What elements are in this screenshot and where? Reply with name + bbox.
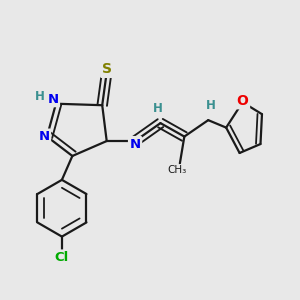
- Text: H: H: [34, 90, 44, 103]
- Text: N: N: [130, 137, 141, 151]
- Text: Cl: Cl: [55, 251, 69, 264]
- Text: O: O: [237, 94, 248, 108]
- Text: N: N: [47, 93, 58, 106]
- Text: S: S: [102, 62, 112, 76]
- Text: CH₃: CH₃: [168, 165, 187, 175]
- Text: N: N: [38, 130, 50, 143]
- Text: H: H: [152, 102, 162, 115]
- Text: H: H: [206, 99, 216, 112]
